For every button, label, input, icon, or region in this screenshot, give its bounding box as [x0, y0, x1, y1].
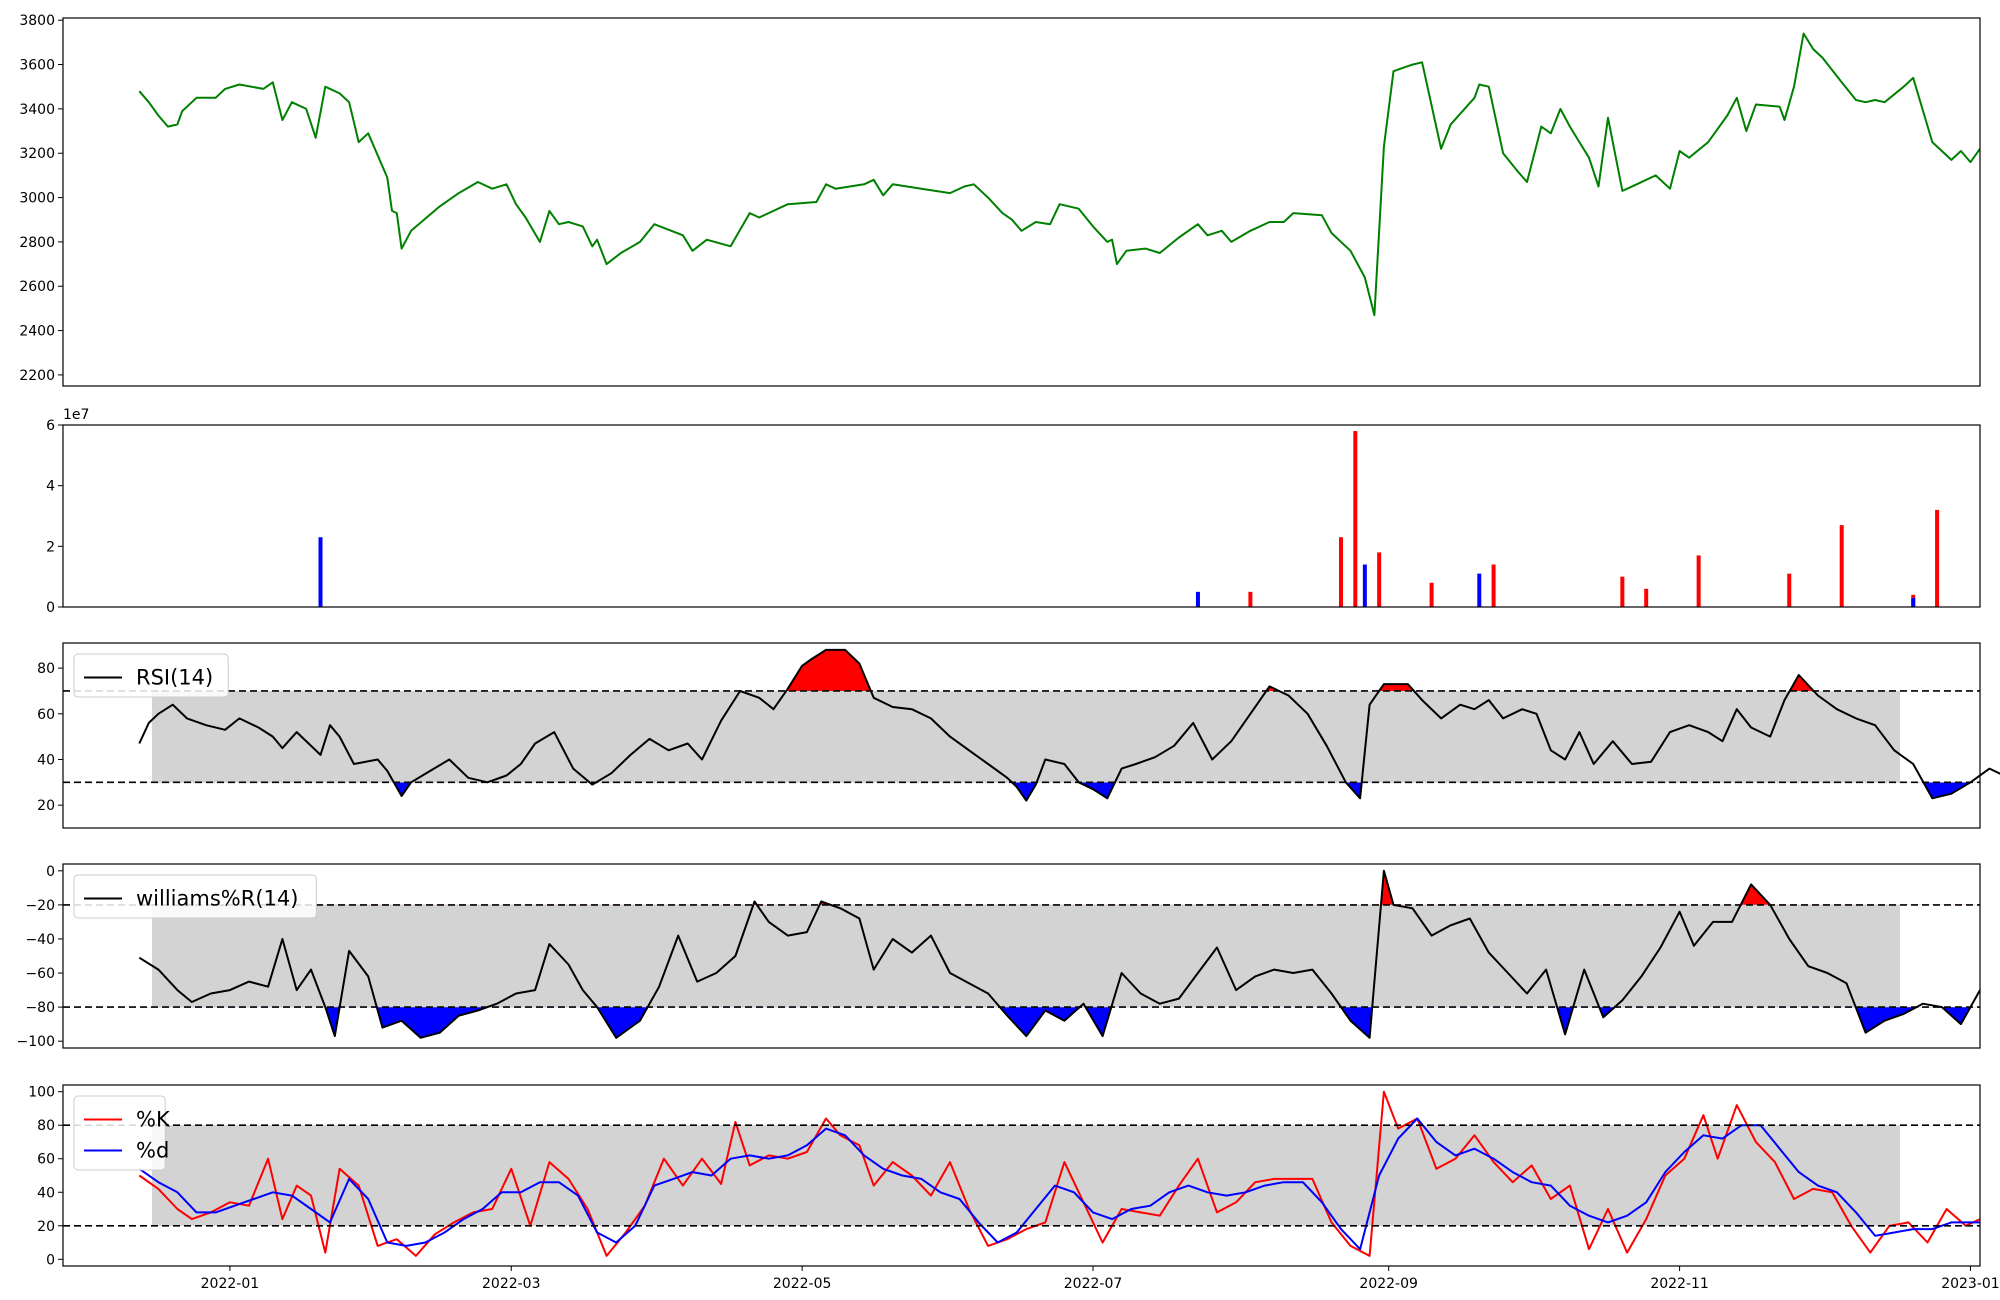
- rsi-ytick-label-2: 60: [37, 707, 55, 723]
- stochastic-ytick-label-0: 0: [46, 1252, 55, 1268]
- rsi-frame: [62, 642, 1981, 829]
- stochastic-ytick-label-1: 20: [37, 1219, 55, 1235]
- price-ytick-label-0: 2200: [19, 368, 55, 384]
- volume-bar-10: [1195, 591, 1200, 607]
- volume-ytick-label-2: 4: [46, 479, 55, 495]
- williams-ytick-label-3: −40: [25, 932, 55, 948]
- volume-ytick-label-0: 0: [46, 600, 55, 616]
- stochastic-ytick-label-5: 100: [28, 1085, 55, 1101]
- rsi-panel: 20 40 60 80 RSI(14): [37, 642, 2000, 829]
- williams-ytick-label-1: −80: [25, 1000, 55, 1016]
- volume-bar-4: [1377, 552, 1382, 607]
- rsi-band: [152, 690, 1900, 783]
- stochastic-legend-label-1: %d: [136, 1139, 169, 1163]
- volume-bar-14: [1787, 573, 1792, 607]
- williams-legend-label-0: williams%R(14): [136, 887, 298, 911]
- volume-bar-18: [1911, 597, 1916, 607]
- williams-ytick-label-4: −20: [25, 898, 55, 914]
- stochastic-xtick-label-4: 2022-09: [1359, 1276, 1418, 1292]
- price-ytick-label-1: 2400: [19, 324, 55, 340]
- stochastic-xtick-label-2: 2022-05: [773, 1276, 832, 1292]
- williams-band: [152, 904, 1900, 1008]
- rsi-series-0-line: [138, 648, 2000, 802]
- volume-bar-16: [1935, 509, 1940, 607]
- rsi-ytick-label-0: 20: [37, 798, 55, 814]
- williams-ytick-label-2: −60: [25, 966, 55, 982]
- volume-bar-1: [1353, 431, 1358, 607]
- price-ytick-label-5: 3200: [19, 146, 55, 162]
- volume-bar-12: [1491, 564, 1496, 607]
- williams-frame: [62, 863, 1981, 1049]
- williams-panel: −100 −80 −60 −40 −20 0 williams%R(14): [17, 863, 1981, 1050]
- stochastic-xtick-label-6: 2023-01: [1941, 1276, 2000, 1292]
- price-series-0-line: [138, 32, 1981, 317]
- stochastic-xtick-label-1: 2022-03: [482, 1276, 541, 1292]
- stochastic-series-1-line: [138, 1117, 1980, 1251]
- stochastic-legend-label-0: %K: [136, 1108, 171, 1132]
- price-ytick-label-4: 3000: [19, 191, 55, 207]
- rsi-ytick-label-1: 40: [37, 752, 55, 768]
- price-panel: 2200 2400 2600 2800 3000 3200 3400 3600 3800: [19, 13, 1981, 387]
- stochastic-ytick-label-2: 40: [37, 1185, 55, 1201]
- volume-bar-6: [1477, 573, 1482, 607]
- rsi-legend-label-0: RSI(14): [136, 666, 213, 690]
- volume-ytick-label-3: 6: [46, 418, 55, 434]
- volume-bar-11: [1248, 591, 1253, 607]
- volume-bar-5: [1429, 582, 1434, 607]
- volume-panel: 0 2 4 6 1e7: [46, 407, 1981, 616]
- stochastic-xtick-label-5: 2022-11: [1650, 1276, 1709, 1292]
- rsi-ytick-label-3: 80: [37, 661, 55, 677]
- volume-ytick-label-1: 2: [46, 539, 55, 555]
- stochastic-frame: [62, 1084, 1981, 1267]
- williams-ytick-label-5: 0: [46, 864, 55, 880]
- price-ytick-label-2: 2600: [19, 279, 55, 295]
- volume-bar-8: [1696, 555, 1701, 607]
- stochastic-ytick-label-4: 80: [37, 1118, 55, 1134]
- volume-frame: [62, 424, 1981, 608]
- stochastic-band: [152, 1125, 1900, 1226]
- volume-bar-0: [318, 537, 323, 607]
- stochastic-xtick-label-3: 2022-07: [1064, 1276, 1123, 1292]
- price-frame: [62, 17, 1981, 387]
- volume-bar-15: [1839, 525, 1844, 607]
- williams-series-0-line: [138, 869, 1981, 1039]
- volume-offset-label: 1e7: [63, 407, 89, 423]
- volume-bar-13: [1620, 576, 1625, 607]
- stochastic-xtick-label-0: 2022-01: [201, 1276, 260, 1292]
- price-ytick-label-7: 3600: [19, 58, 55, 74]
- stochastic-ytick-label-3: 60: [37, 1152, 55, 1168]
- price-ytick-label-8: 3800: [19, 13, 55, 29]
- volume-bar-7: [1644, 588, 1649, 607]
- rsi-legend: [73, 653, 229, 698]
- stochastic-panel: 0 20 40 60 80 100 2022-01 2022-03 2022-05 2022-07…: [28, 1084, 2000, 1292]
- williams-ytick-label-0: −100: [17, 1034, 55, 1050]
- williams-legend: [73, 874, 317, 919]
- volume-bar-2: [1339, 537, 1343, 607]
- volume-bar-3: [1362, 564, 1367, 607]
- price-ytick-label-3: 2800: [19, 235, 55, 251]
- price-ytick-label-6: 3400: [19, 102, 55, 118]
